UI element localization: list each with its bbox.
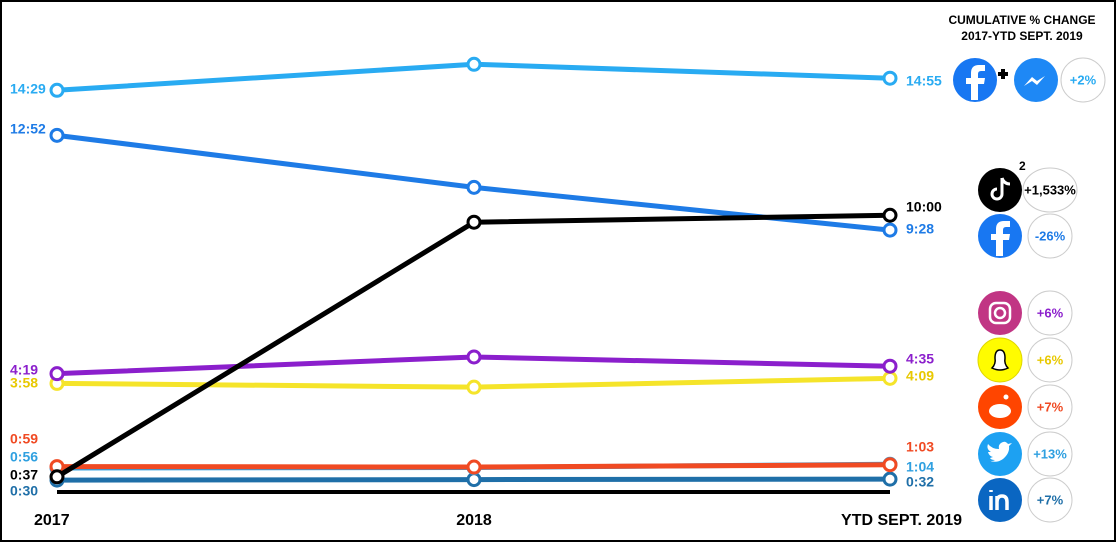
data-point <box>882 358 898 374</box>
change-badge <box>1027 337 1073 383</box>
legend-title: CUMULATIVE % CHANGE <box>948 13 1095 27</box>
value-label: 0:37 <box>10 467 38 483</box>
data-point <box>882 471 898 487</box>
change-badge <box>1060 57 1106 103</box>
messenger-icon <box>1014 58 1058 102</box>
tiktok-icon <box>978 168 1022 212</box>
icon-glyph <box>989 490 1009 510</box>
value-label: 3:58 <box>10 375 38 391</box>
value-label: 14:55 <box>906 73 942 89</box>
value-label: 0:32 <box>906 474 934 490</box>
x-tick-label: 2018 <box>456 512 492 529</box>
data-point <box>882 457 898 473</box>
change-badge <box>1022 167 1078 213</box>
change-label: +6% <box>1037 352 1064 367</box>
data-point <box>466 472 482 488</box>
data-point <box>466 459 482 475</box>
value-label: 1:04 <box>906 459 934 475</box>
icon-glyph <box>987 441 1012 462</box>
change-label: -26% <box>1035 228 1066 243</box>
data-point <box>49 469 65 485</box>
icons <box>953 58 1058 522</box>
change-label: +7% <box>1037 492 1064 507</box>
x-tick-label: YTD SEPT. 2019 <box>841 512 962 529</box>
icon-glyph <box>988 301 1012 325</box>
data-point <box>882 222 898 238</box>
change-badge <box>1027 384 1073 430</box>
data-point <box>466 379 482 395</box>
icon-glyph <box>989 404 1011 418</box>
value-label: 0:30 <box>10 483 38 499</box>
icon-glyph <box>991 221 1010 256</box>
change-badge <box>1027 290 1073 336</box>
change-label: +2% <box>1070 72 1097 87</box>
value-label: 4:09 <box>906 368 934 384</box>
change-badge <box>1027 431 1073 477</box>
value-label: 10:00 <box>906 199 942 215</box>
value-label: 0:56 <box>10 449 38 465</box>
footnote-mark: 2 <box>1019 159 1026 173</box>
data-point <box>466 214 482 230</box>
value-label: 9:28 <box>906 221 934 237</box>
icon-glyph <box>1003 394 1009 400</box>
icon-glyph <box>966 65 985 100</box>
icon-glyph <box>1024 76 1045 86</box>
data-point <box>882 207 898 223</box>
value-label: 1:03 <box>906 439 934 455</box>
data-point <box>49 127 65 143</box>
data-point <box>49 366 65 382</box>
plus-sign <box>998 69 1008 79</box>
data-point <box>466 179 482 195</box>
value-label: 14:29 <box>10 81 46 97</box>
change-label: +13% <box>1033 446 1067 461</box>
change-label: +6% <box>1037 305 1064 320</box>
value-label: 4:19 <box>10 362 38 378</box>
change-badge <box>1027 477 1073 523</box>
change-badge <box>1027 213 1073 259</box>
data-point <box>882 370 898 386</box>
x-tick-label: 2017 <box>34 512 70 529</box>
icon-glyph <box>990 349 1010 371</box>
value-label: 0:59 <box>10 431 38 447</box>
change-label: +7% <box>1037 399 1064 414</box>
legend-subtitle: 2017-YTD SEPT. 2019 <box>961 29 1083 43</box>
value-label: 4:35 <box>906 351 934 367</box>
linkedin-icon <box>978 478 1022 522</box>
icon-glyph <box>990 177 1011 201</box>
icon-glyph <box>993 306 1007 320</box>
data-point <box>49 82 65 98</box>
data-point <box>466 56 482 72</box>
data-point <box>466 349 482 365</box>
change-label: +1,533% <box>1024 182 1076 197</box>
value-label: 12:52 <box>10 121 46 137</box>
instagram-icon <box>978 291 1022 335</box>
data-point <box>882 70 898 86</box>
